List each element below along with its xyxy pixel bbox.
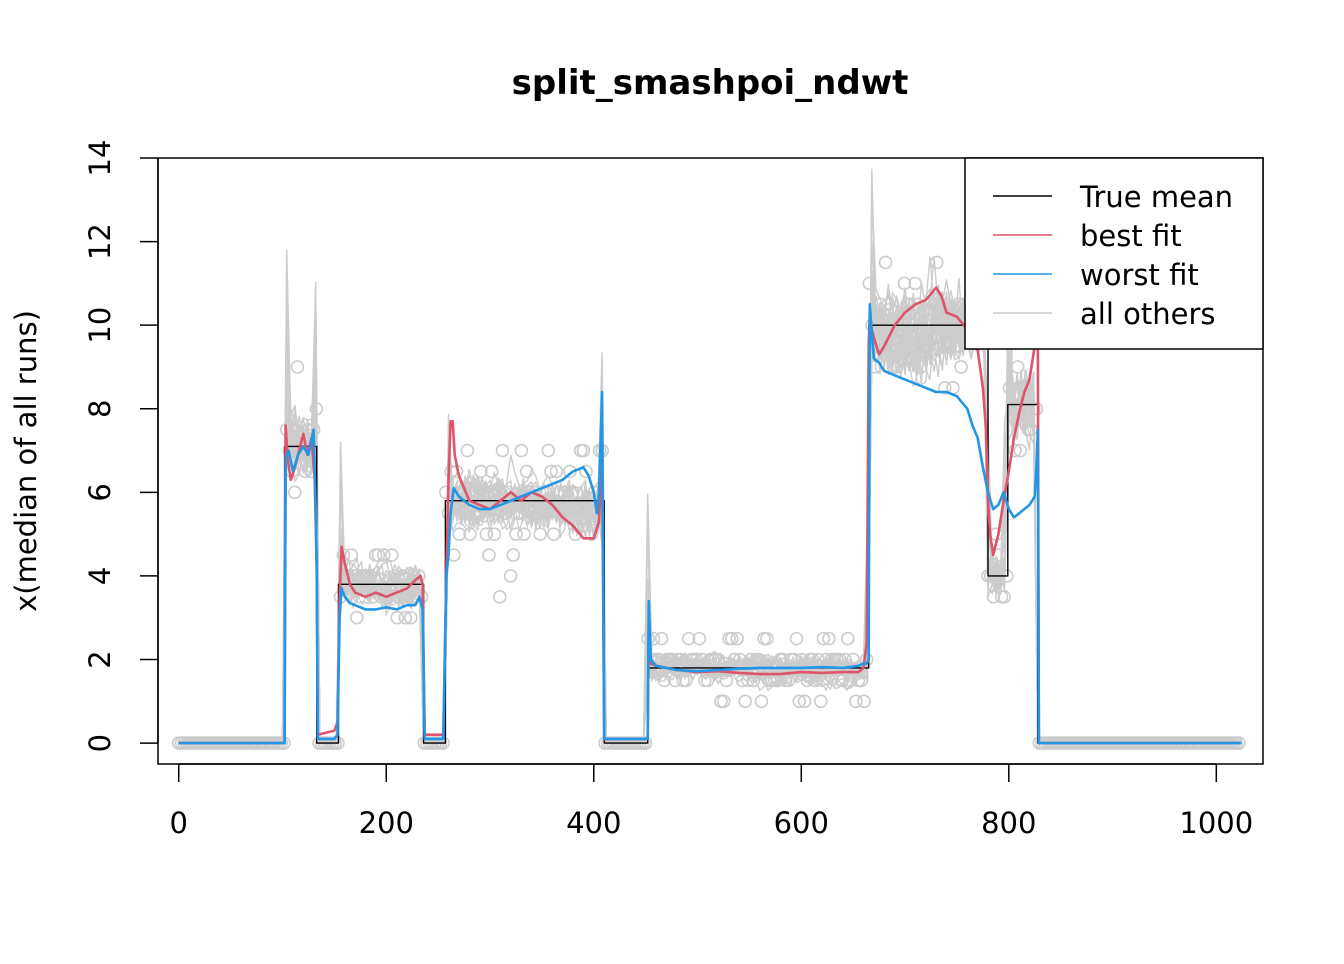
other-run-point xyxy=(789,631,804,646)
other-run-point xyxy=(681,631,696,646)
other-run-point xyxy=(492,590,507,604)
other-run-point xyxy=(822,631,836,646)
other-run-point xyxy=(514,443,529,458)
legend: True mean best fit worst fit all others xyxy=(964,157,1264,350)
other-run-point xyxy=(290,360,305,374)
x-tick-label: 1000 xyxy=(1179,806,1253,840)
other-run-point xyxy=(840,631,855,646)
y-axis-label: x(median of all runs) xyxy=(9,310,43,612)
other-run-point xyxy=(692,631,707,646)
other-run-point xyxy=(549,464,564,479)
other-run-point xyxy=(576,443,591,458)
other-run-point xyxy=(792,694,807,709)
legend-entry-all-others: all others xyxy=(993,297,1215,331)
x-tick-label: 400 xyxy=(566,806,621,840)
x-axis: 0 200 400 600 800 1000 xyxy=(170,763,1253,840)
other-run-point xyxy=(757,631,771,646)
y-tick-label: 6 xyxy=(83,483,117,501)
x-tick-label: 200 xyxy=(359,806,414,840)
legend-label-best-fit: best fit xyxy=(1080,219,1182,253)
other-run-point xyxy=(849,694,863,709)
other-run-point xyxy=(349,610,364,625)
other-run-point xyxy=(506,548,521,562)
legend-entry-true-mean: True mean xyxy=(993,180,1233,214)
legend-box xyxy=(964,157,1264,350)
x-tick-label: 600 xyxy=(774,806,829,840)
other-run-point xyxy=(482,548,496,562)
other-run-point xyxy=(954,360,968,374)
other-run-point xyxy=(484,464,499,479)
other-run-point xyxy=(344,548,359,562)
other-run-point xyxy=(398,610,413,625)
legend-label-true-mean: True mean xyxy=(1079,180,1233,214)
other-run-point xyxy=(754,694,769,709)
other-run-point xyxy=(760,631,774,646)
other-run-point xyxy=(657,673,672,688)
y-tick-label: 14 xyxy=(83,140,117,177)
x-tick-label: 0 xyxy=(170,806,188,840)
other-run-point xyxy=(1008,443,1022,458)
legend-entry-best-fit: best fit xyxy=(993,219,1182,253)
y-tick-label: 0 xyxy=(83,734,117,752)
other-run-point xyxy=(287,485,302,500)
other-run-point xyxy=(724,631,739,646)
other-run-point xyxy=(730,631,744,646)
legend-entry-worst-fit: worst fit xyxy=(993,258,1199,292)
other-run-point xyxy=(390,610,405,625)
x-tick-label: 800 xyxy=(981,806,1036,840)
other-run-point xyxy=(495,443,510,458)
other-run-point xyxy=(816,631,831,646)
other-run-point xyxy=(509,527,523,541)
other-run-point xyxy=(573,443,588,458)
other-run-point xyxy=(474,464,488,479)
y-tick-label: 8 xyxy=(83,400,117,418)
other-run-point xyxy=(544,464,558,479)
other-run-point xyxy=(1013,443,1028,458)
other-run-point xyxy=(738,694,753,709)
other-run-point xyxy=(938,381,952,395)
other-run-point xyxy=(460,443,475,458)
other-run-point xyxy=(479,527,494,541)
other-run-point xyxy=(546,527,561,541)
other-run-point xyxy=(797,694,812,709)
other-run-point xyxy=(487,527,502,541)
other-run-point xyxy=(714,694,728,709)
other-run-point xyxy=(452,527,467,541)
legend-label-worst-fit: worst fit xyxy=(1080,258,1199,292)
other-run-point xyxy=(517,527,531,541)
legend-label-all-others: all others xyxy=(1080,297,1215,331)
y-tick-label: 12 xyxy=(83,223,117,260)
y-tick-label: 4 xyxy=(83,567,117,585)
y-tick-label: 2 xyxy=(83,650,117,668)
other-run-point xyxy=(376,548,391,562)
other-run-point xyxy=(716,694,731,709)
other-run-point xyxy=(878,255,893,270)
other-run-point xyxy=(997,590,1012,604)
chart-title: split_smashpoi_ndwt xyxy=(512,63,909,103)
y-tick-label: 10 xyxy=(83,307,117,344)
other-run-point xyxy=(385,548,399,562)
other-run-point xyxy=(579,464,593,479)
other-run-point xyxy=(654,631,669,646)
other-run-point xyxy=(857,694,871,709)
other-run-point xyxy=(503,569,518,583)
y-axis: 0 2 4 6 8 10 12 14 xyxy=(83,140,159,752)
other-run-point xyxy=(541,443,556,458)
other-run-point xyxy=(813,694,828,709)
other-run-point xyxy=(403,610,418,625)
worst-fit-line xyxy=(178,303,1242,745)
